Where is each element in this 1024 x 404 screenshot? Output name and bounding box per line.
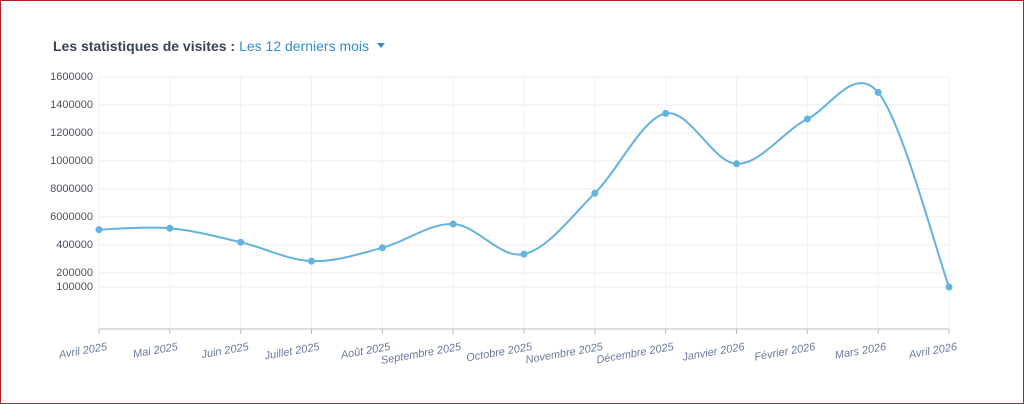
x-tick-label: Janvier 2026 xyxy=(680,341,746,364)
point xyxy=(591,189,599,197)
point xyxy=(945,283,953,291)
point xyxy=(166,224,174,232)
point xyxy=(449,220,457,228)
x-tick-label: Avril 2025 xyxy=(57,341,109,362)
y-tick-label: 8000000 xyxy=(50,183,93,195)
point xyxy=(733,160,740,168)
y-tick-label: 6000000 xyxy=(50,211,93,223)
y-tick-label: 100000 xyxy=(56,281,93,293)
y-tick-label: 1400000 xyxy=(50,99,93,111)
x-tick-label: Septembre 2025 xyxy=(380,341,463,367)
y-tick-label: 1000000 xyxy=(50,155,93,167)
point xyxy=(874,88,882,96)
x-tick-label: Novembre 2025 xyxy=(525,341,605,367)
x-tick-label: Mars 2026 xyxy=(834,341,888,362)
y-tick-label: 200000 xyxy=(56,267,93,279)
point xyxy=(237,238,245,246)
point xyxy=(378,244,386,252)
y-tick-label: 1600000 xyxy=(50,71,93,83)
x-tick-label: Décembre 2025 xyxy=(596,341,676,367)
point xyxy=(662,109,670,117)
x-tick-label: Avril 2026 xyxy=(907,341,959,362)
caret[interactable] xyxy=(376,42,386,50)
title: Les statistiques de visites : xyxy=(53,38,236,54)
header: Les statistiques de visites : Les 12 dern… xyxy=(53,38,386,54)
x-tick-label: Juin 2025 xyxy=(200,341,251,361)
point xyxy=(520,250,528,258)
y-tick-label: 400000 xyxy=(56,239,93,251)
y-tick-label: 1200000 xyxy=(50,127,93,139)
x-tick-label: Février 2026 xyxy=(753,341,817,364)
point xyxy=(95,226,103,234)
x-tick-label: Juillet 2025 xyxy=(263,341,322,363)
period-selector[interactable]: Les 12 derniers mois xyxy=(239,38,370,54)
line xyxy=(98,82,950,288)
point xyxy=(308,257,315,265)
point xyxy=(803,115,811,123)
x-tick-label: Mai 2025 xyxy=(132,341,180,361)
x-tick-label: Octobre 2025 xyxy=(465,341,534,365)
